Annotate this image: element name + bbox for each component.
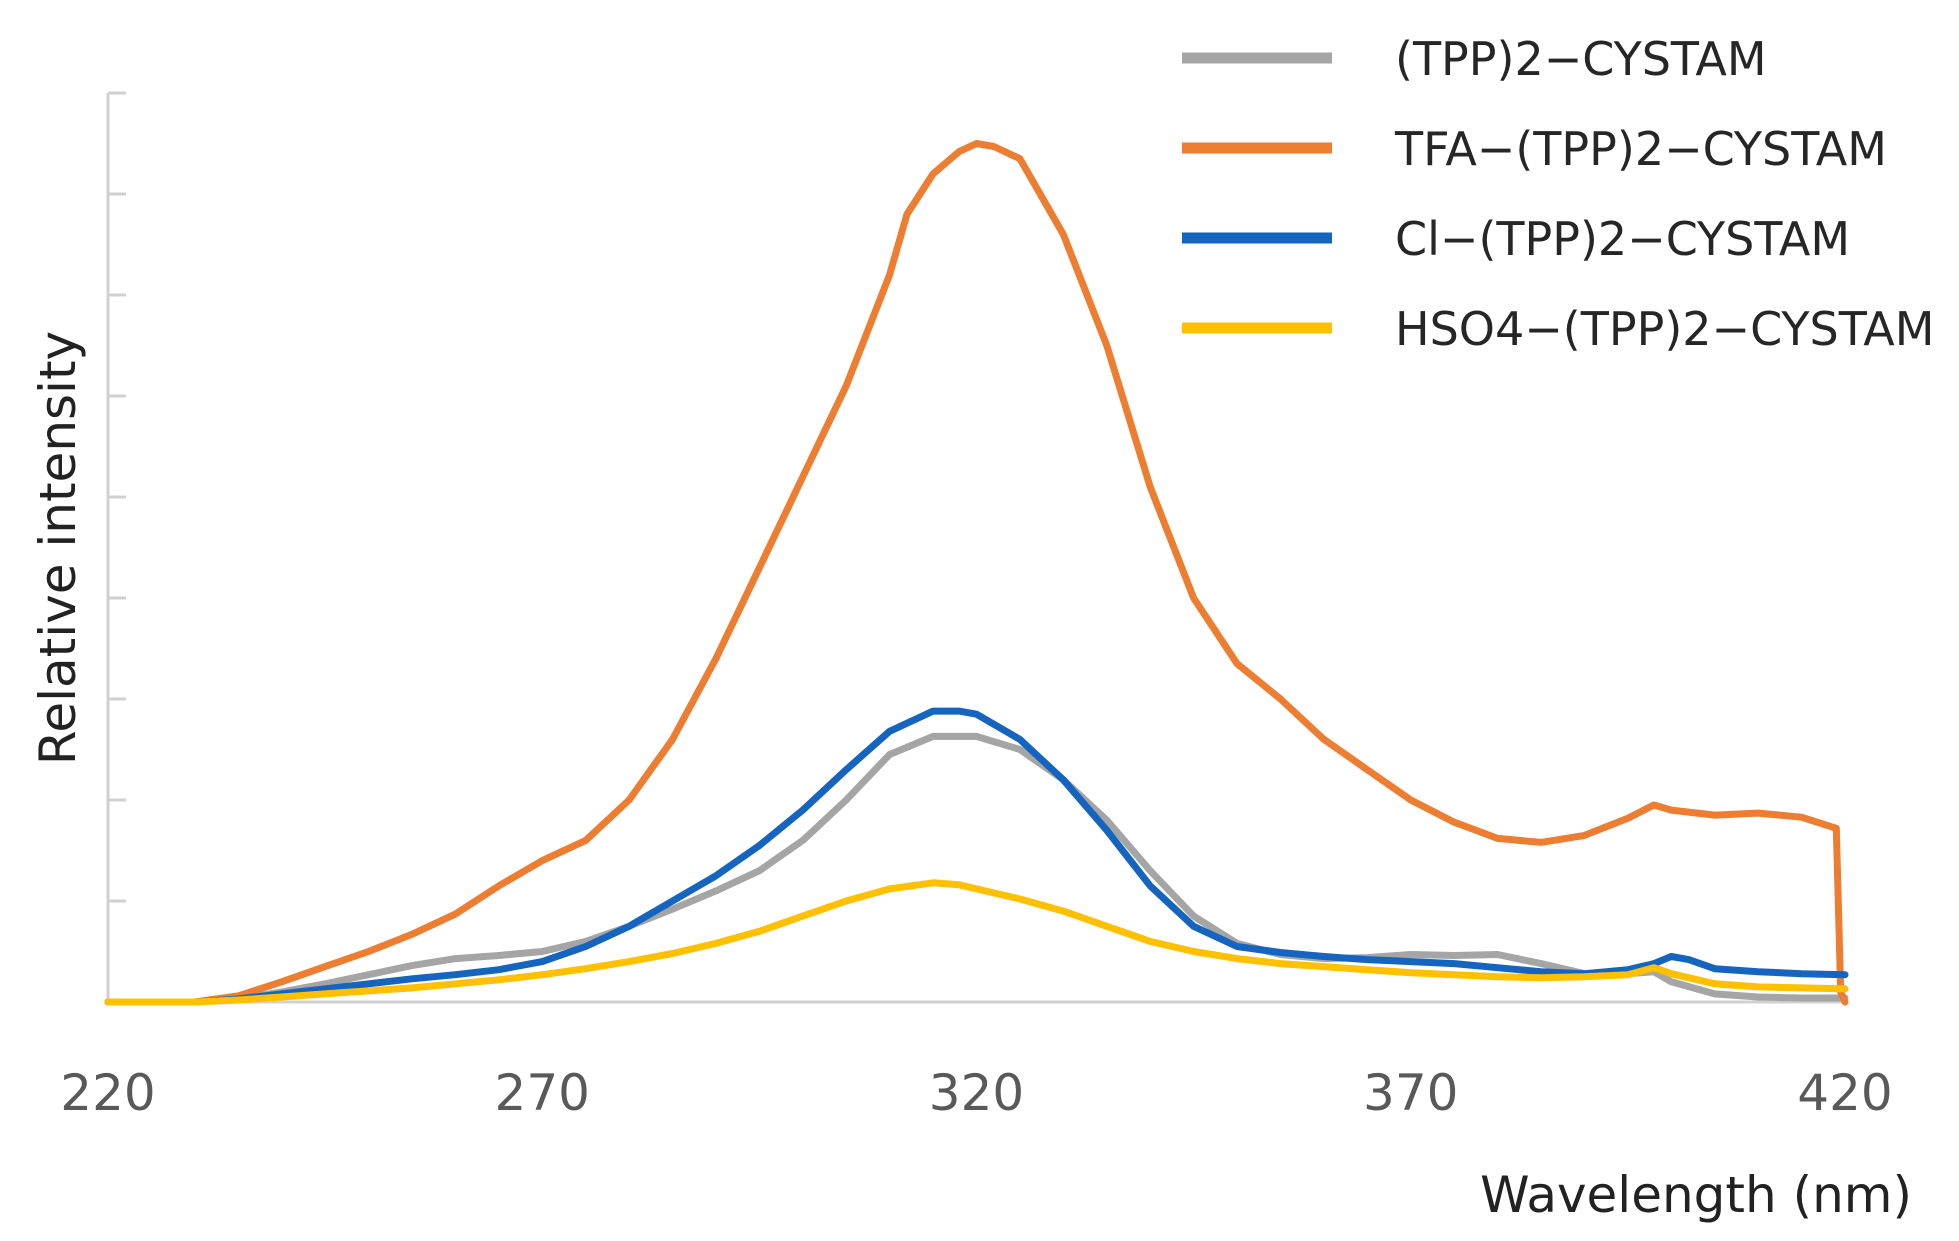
x-tick-label-220: 220 xyxy=(60,1064,155,1122)
legend-label-2: Cl−(TPP)2−CYSTAM xyxy=(1395,212,1850,266)
x-tick-label-320: 320 xyxy=(929,1064,1024,1122)
x-tick-label-420: 420 xyxy=(1797,1064,1892,1122)
series-line-1 xyxy=(104,140,1849,1006)
series-line-3 xyxy=(104,879,1849,1006)
legend-label-0: (TPP)2−CYSTAM xyxy=(1395,32,1767,86)
legend: (TPP)2−CYSTAM TFA−(TPP)2−CYSTAM Cl−(TPP)2−… xyxy=(1182,32,1934,356)
series-line-0 xyxy=(104,732,1849,1006)
legend-label-1: TFA−(TPP)2−CYSTAM xyxy=(1394,122,1887,176)
series-line-2 xyxy=(104,707,1849,1006)
legend-label-3: HSO4−(TPP)2−CYSTAM xyxy=(1395,302,1934,356)
x-tick-label-370: 370 xyxy=(1363,1064,1458,1122)
x-axis: 220 270 320 370 420 xyxy=(60,1000,1893,1122)
y-axis-title: Relative intensity xyxy=(29,331,87,765)
x-axis-title: Wavelength (nm) xyxy=(1480,1166,1912,1224)
series-layer xyxy=(104,140,1849,1006)
y-axis xyxy=(106,91,126,1004)
x-tick-label-270: 270 xyxy=(495,1064,590,1122)
